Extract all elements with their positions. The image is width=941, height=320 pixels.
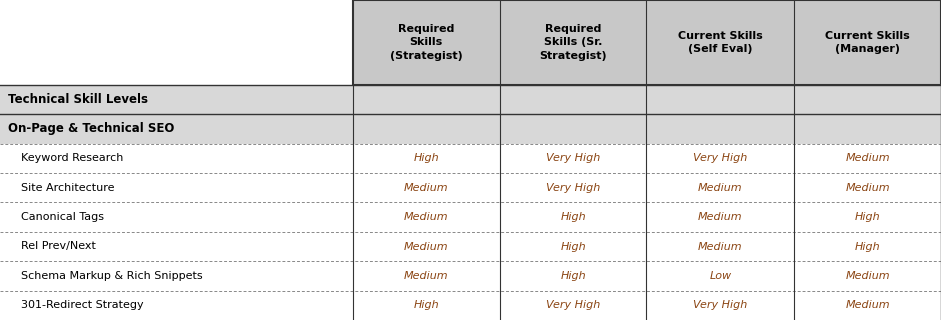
Bar [0, 114, 941, 144]
Text: Canonical Tags: Canonical Tags [21, 212, 104, 222]
Bar [0, 232, 941, 261]
Bar [0, 144, 941, 173]
Text: High: High [560, 242, 586, 252]
Text: Very High: Very High [546, 153, 600, 163]
Bar [0, 261, 941, 291]
Text: Very High: Very High [546, 183, 600, 193]
Text: Medium: Medium [404, 242, 449, 252]
Text: Required
Skills (Sr.
Strategist): Required Skills (Sr. Strategist) [539, 24, 607, 60]
Text: High: High [854, 212, 881, 222]
Text: Medium: Medium [404, 271, 449, 281]
Text: Schema Markup & Rich Snippets: Schema Markup & Rich Snippets [21, 271, 202, 281]
Text: High: High [854, 242, 881, 252]
Text: Current Skills
(Manager): Current Skills (Manager) [825, 31, 910, 54]
Text: 301-Redirect Strategy: 301-Redirect Strategy [21, 300, 143, 310]
Text: Very High: Very High [694, 153, 747, 163]
Text: Medium: Medium [845, 271, 890, 281]
Text: Medium: Medium [845, 153, 890, 163]
Text: Very High: Very High [694, 300, 747, 310]
Bar [0, 0, 353, 85]
Bar [353, 0, 941, 85]
Bar [0, 85, 941, 114]
Text: Technical Skill Levels: Technical Skill Levels [8, 93, 148, 106]
Text: Site Architecture: Site Architecture [21, 183, 114, 193]
Text: Current Skills
(Self Eval): Current Skills (Self Eval) [678, 31, 763, 54]
Text: High: High [413, 300, 439, 310]
Text: Medium: Medium [404, 212, 449, 222]
Text: Required
Skills
(Strategist): Required Skills (Strategist) [390, 24, 463, 60]
Text: Medium: Medium [698, 212, 742, 222]
Text: Medium: Medium [698, 242, 742, 252]
Text: On-Page & Technical SEO: On-Page & Technical SEO [8, 122, 174, 135]
Text: Medium: Medium [404, 183, 449, 193]
Text: Medium: Medium [698, 183, 742, 193]
Text: Low: Low [710, 271, 731, 281]
Text: High: High [560, 271, 586, 281]
Bar [0, 203, 941, 232]
Bar [0, 291, 941, 320]
Text: Medium: Medium [845, 300, 890, 310]
Bar [0, 173, 941, 203]
Bar [353, 0, 941, 85]
Text: Medium: Medium [845, 183, 890, 193]
Text: High: High [413, 153, 439, 163]
Text: High: High [560, 212, 586, 222]
Text: Keyword Research: Keyword Research [21, 153, 123, 163]
Text: Very High: Very High [546, 300, 600, 310]
Text: Rel Prev/Next: Rel Prev/Next [21, 242, 96, 252]
